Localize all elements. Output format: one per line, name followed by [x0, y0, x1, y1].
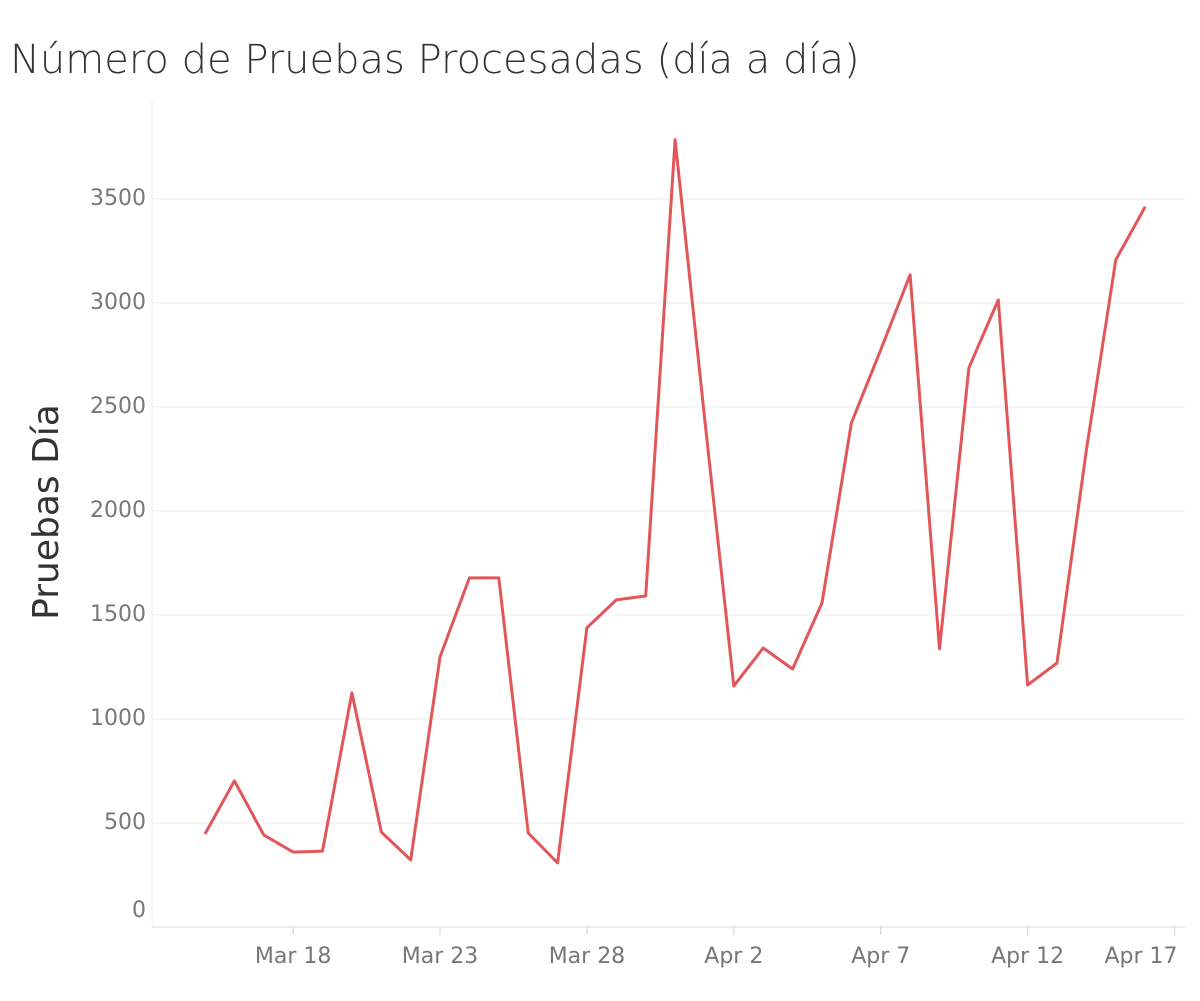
data-line [203, 138, 1147, 865]
x-tick-label: Apr 7 [851, 944, 910, 969]
y-tick-label: 1000 [90, 706, 146, 731]
y-tick-label: 2000 [90, 498, 146, 523]
y-tick-label: 1500 [90, 602, 146, 627]
y-tick-label: 0 [132, 898, 146, 923]
y-tick-label: 500 [104, 810, 146, 835]
y-tick-label: 3000 [90, 290, 146, 315]
y-axis-label: Pruebas Día [26, 404, 67, 620]
y-tick-label: 2500 [90, 394, 146, 419]
x-tick-label: Mar 28 [549, 944, 626, 969]
x-tick-label: Apr 12 [991, 944, 1064, 969]
x-tick-label: Mar 18 [255, 944, 332, 969]
x-tick-label: Apr 17 [1104, 944, 1177, 969]
chart-title: Número de Pruebas Procesadas (día a día) [10, 37, 860, 83]
x-tick-label: Mar 23 [402, 944, 479, 969]
y-tick-label: 3500 [90, 186, 146, 211]
x-tick-label: Apr 2 [704, 944, 763, 969]
